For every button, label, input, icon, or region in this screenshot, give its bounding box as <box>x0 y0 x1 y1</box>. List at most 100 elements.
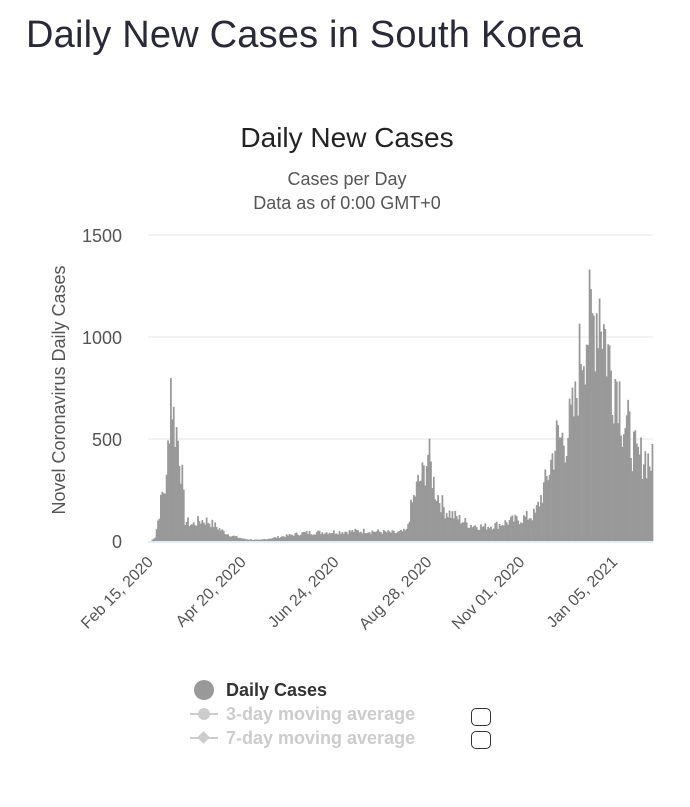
bar[interactable] <box>295 532 298 542</box>
bar[interactable] <box>605 376 608 541</box>
bar[interactable] <box>548 474 551 541</box>
bar[interactable] <box>331 532 334 541</box>
bar[interactable] <box>407 523 409 541</box>
bar[interactable] <box>217 529 219 541</box>
bar[interactable] <box>631 471 634 541</box>
bar[interactable] <box>648 466 651 541</box>
bar[interactable] <box>301 532 304 541</box>
bar[interactable] <box>382 529 385 541</box>
bar[interactable] <box>502 525 505 541</box>
bar[interactable] <box>232 535 235 541</box>
bar[interactable] <box>218 528 221 541</box>
bar[interactable] <box>438 503 441 541</box>
bar[interactable] <box>200 523 202 541</box>
bar[interactable] <box>341 532 344 541</box>
bar[interactable] <box>201 520 204 541</box>
bar[interactable] <box>397 531 399 541</box>
bar[interactable] <box>568 398 571 541</box>
bar[interactable] <box>195 525 198 541</box>
bar[interactable] <box>357 530 359 541</box>
bar[interactable] <box>614 378 617 541</box>
bar[interactable] <box>351 529 354 541</box>
bar[interactable] <box>202 522 205 541</box>
bar[interactable] <box>340 533 342 541</box>
bar[interactable] <box>472 526 475 541</box>
bar[interactable] <box>288 534 291 541</box>
bar[interactable] <box>571 387 574 541</box>
bar[interactable] <box>432 476 435 541</box>
bar[interactable] <box>442 507 445 541</box>
bar[interactable] <box>418 481 421 541</box>
bar[interactable] <box>584 384 587 541</box>
bar[interactable] <box>515 516 518 541</box>
bar[interactable] <box>634 430 637 541</box>
bar[interactable] <box>561 432 564 541</box>
bar[interactable] <box>310 534 312 541</box>
bar[interactable] <box>421 462 424 541</box>
bar[interactable] <box>165 474 168 541</box>
bar[interactable] <box>241 538 244 541</box>
bar[interactable] <box>185 522 188 541</box>
bar[interactable] <box>468 527 471 541</box>
bar[interactable] <box>231 535 234 541</box>
bar[interactable] <box>257 539 259 541</box>
bar[interactable] <box>234 536 237 541</box>
bar[interactable] <box>362 528 365 541</box>
bar[interactable] <box>281 536 284 541</box>
bar[interactable] <box>168 443 171 541</box>
bar[interactable] <box>422 465 425 541</box>
bar[interactable] <box>242 538 245 541</box>
bar[interactable] <box>490 526 492 541</box>
bar[interactable] <box>607 344 610 541</box>
bar[interactable] <box>212 527 215 541</box>
bar[interactable] <box>530 518 532 541</box>
bar[interactable] <box>322 534 325 541</box>
bar[interactable] <box>467 527 470 541</box>
bar[interactable] <box>375 531 378 541</box>
bar[interactable] <box>507 524 510 541</box>
bar[interactable] <box>248 539 251 541</box>
bar[interactable] <box>344 531 347 541</box>
bar[interactable] <box>390 532 392 541</box>
bar[interactable] <box>550 459 552 541</box>
bar[interactable] <box>230 536 232 541</box>
bar[interactable] <box>355 529 358 541</box>
bar[interactable] <box>545 476 548 541</box>
bar[interactable] <box>285 534 288 541</box>
bar[interactable] <box>498 523 501 541</box>
bar[interactable] <box>391 530 394 541</box>
bar[interactable] <box>597 348 600 541</box>
bar[interactable] <box>532 508 535 541</box>
bar[interactable] <box>318 530 321 541</box>
bar[interactable] <box>537 501 540 541</box>
bar[interactable] <box>600 331 602 541</box>
bar[interactable] <box>151 539 154 541</box>
bar[interactable] <box>250 539 252 541</box>
bar[interactable] <box>342 533 345 541</box>
bar[interactable] <box>451 511 454 541</box>
bar[interactable] <box>268 538 271 541</box>
bar[interactable] <box>197 516 199 541</box>
bar[interactable] <box>572 416 575 541</box>
bar[interactable] <box>372 531 375 541</box>
bar[interactable] <box>404 530 407 541</box>
bar[interactable] <box>590 289 592 541</box>
bar[interactable] <box>277 536 279 541</box>
bar[interactable] <box>637 447 640 541</box>
bar[interactable] <box>524 516 527 542</box>
bar[interactable] <box>401 531 404 541</box>
bar[interactable] <box>157 520 159 541</box>
bar[interactable] <box>192 522 195 541</box>
bar[interactable] <box>205 517 208 541</box>
bar[interactable] <box>330 533 332 541</box>
bar[interactable] <box>460 523 462 541</box>
bar[interactable] <box>510 516 512 541</box>
bar[interactable] <box>282 536 285 541</box>
bar[interactable] <box>420 480 422 541</box>
bar[interactable] <box>628 411 631 541</box>
bar[interactable] <box>505 522 508 541</box>
bar[interactable] <box>308 531 311 541</box>
bar[interactable] <box>290 534 292 541</box>
bar[interactable] <box>627 399 630 541</box>
bar[interactable] <box>364 533 367 541</box>
